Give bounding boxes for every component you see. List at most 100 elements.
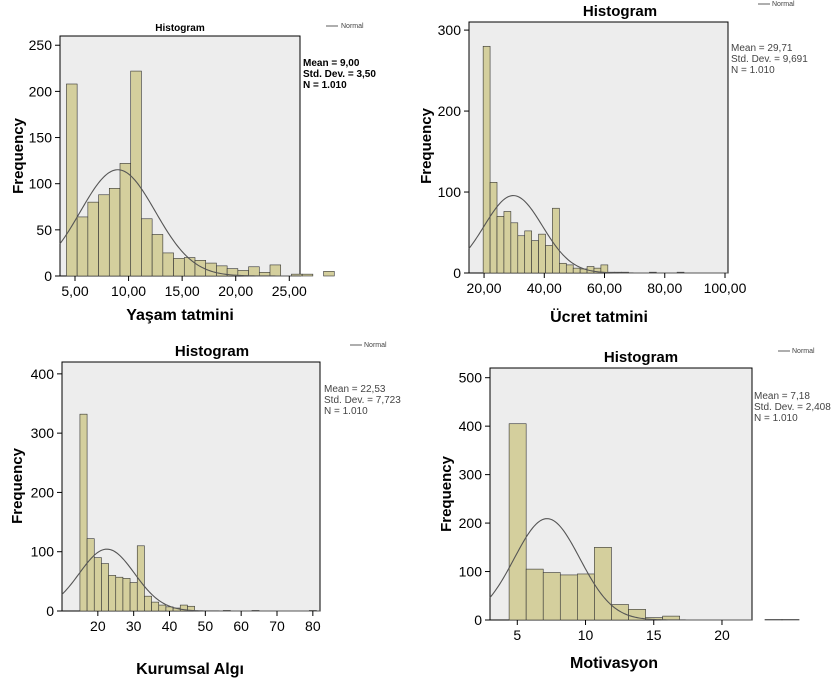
- y-axis-label: Frequency: [10, 117, 27, 194]
- x-tick-label: 40: [162, 618, 178, 634]
- stat-std-dev: Std. Dev. = 3,50: [303, 69, 376, 80]
- x-axis-label: Motivasyon: [570, 655, 658, 672]
- y-tick-label: 0: [474, 612, 482, 628]
- y-tick-label: 100: [459, 564, 483, 580]
- x-tick-label: 20,00: [467, 280, 502, 296]
- normal-curve: [489, 518, 752, 621]
- histogram-bar: [183, 257, 196, 277]
- histogram-bar: [141, 218, 153, 277]
- chart-title: Histogram: [175, 343, 249, 360]
- histogram-bar: [115, 576, 124, 612]
- x-tick-label: 15,00: [165, 283, 200, 299]
- legend-label: Normal: [792, 348, 815, 355]
- histogram-bar: [496, 216, 505, 274]
- histogram-bar: [552, 207, 560, 274]
- y-axis-label: Frequency: [9, 447, 26, 524]
- x-tick-label: 25,00: [272, 283, 307, 299]
- histogram-bar: [628, 609, 646, 621]
- histogram-bar: [119, 163, 132, 277]
- x-tick-label: 60,00: [587, 280, 622, 296]
- histogram-bar: [269, 264, 282, 277]
- chart-title: Histogram: [583, 3, 657, 20]
- stat-mean: Mean = 22,53: [324, 384, 386, 395]
- histogram-bar: [482, 45, 491, 274]
- x-tick-label: 20,00: [218, 283, 253, 299]
- y-tick-label: 400: [31, 366, 55, 382]
- x-axis-label: Yaşam tatmini: [126, 307, 234, 324]
- histogram-bar: [86, 538, 95, 612]
- histogram-bar: [144, 595, 152, 612]
- y-tick-label: 200: [459, 515, 483, 531]
- bars: [508, 423, 800, 621]
- axis-ticks: 20 30 40 50 60 70 80 0 100 200 300 400: [31, 366, 321, 634]
- histogram-bar: [79, 413, 88, 612]
- y-tick-label: 100: [29, 176, 53, 192]
- x-axis-label: Kurumsal Algı: [136, 661, 244, 678]
- x-tick-label: 60: [233, 618, 249, 634]
- stat-n: N = 1.010: [303, 80, 347, 91]
- y-tick-label: 200: [31, 484, 55, 500]
- histogram-bar: [517, 235, 526, 274]
- histogram-bar: [559, 574, 578, 621]
- histogram-bar: [101, 563, 109, 612]
- legend-label: Normal: [364, 342, 387, 349]
- histogram-bar: [545, 245, 553, 274]
- histogram-bar: [510, 222, 519, 274]
- x-tick-label: 5,00: [61, 283, 88, 299]
- histogram-bar: [503, 211, 512, 274]
- y-tick-label: 200: [29, 83, 53, 99]
- stat-std-dev: Std. Dev. = 9,691: [731, 54, 808, 65]
- stat-mean: Mean = 9,00: [303, 58, 360, 69]
- histogram-bar: [108, 188, 121, 277]
- x-tick-label: 30: [126, 618, 142, 634]
- x-tick-label: 100,00: [704, 280, 747, 296]
- chart-title: Histogram: [155, 23, 205, 34]
- histogram-bar: [66, 83, 78, 277]
- y-tick-label: 500: [459, 370, 483, 386]
- axis-ticks: 20,00 40,00 60,00 80,00 100,00 0 100 200 300: [438, 22, 747, 296]
- histogram-bar: [542, 572, 561, 621]
- chart-yasam-tatmini: 5,00 10,00 15,00 20,00 25,00050100150200250 …: [10, 23, 376, 324]
- normal-curve: [59, 169, 300, 277]
- histogram-bar: [136, 545, 145, 612]
- x-tick-label: 10,00: [111, 283, 146, 299]
- x-tick-label: 20: [90, 618, 106, 634]
- y-tick-label: 100: [438, 184, 462, 200]
- histogram-bar: [538, 233, 546, 274]
- x-tick-label: 40,00: [527, 280, 562, 296]
- histogram-bar: [76, 216, 89, 277]
- legend-label: Normal: [341, 23, 364, 30]
- histogram-bar: [301, 273, 314, 277]
- y-tick-label: 200: [438, 103, 462, 119]
- x-tick-label: 70: [269, 618, 285, 634]
- stat-n: N = 1.010: [324, 406, 368, 417]
- y-tick-label: 0: [46, 603, 54, 619]
- histogram-bar: [572, 267, 581, 274]
- bars: [66, 70, 335, 277]
- chart-kurumsal-algi: 20 30 40 50 60 70 80 0 100 200 300 400 Histogram No…: [9, 342, 401, 678]
- stat-n: N = 1.010: [754, 413, 798, 424]
- histogram-bar: [565, 264, 574, 274]
- histogram-bar: [129, 582, 138, 612]
- histogram-bar: [98, 194, 110, 277]
- normal-curve: [468, 195, 728, 274]
- x-tick-label: 80,00: [647, 280, 682, 296]
- y-tick-label: 150: [29, 130, 53, 146]
- histogram-bar: [87, 201, 99, 277]
- stat-n: N = 1.010: [731, 65, 775, 76]
- legend-label: Normal: [772, 1, 795, 8]
- x-tick-label: 10: [578, 627, 594, 643]
- stat-mean: Mean = 7,18: [754, 391, 810, 402]
- histogram-bar: [508, 423, 527, 621]
- x-tick-label: 20: [714, 627, 730, 643]
- y-tick-label: 50: [36, 222, 52, 238]
- histogram-bar: [93, 557, 102, 612]
- y-tick-label: 100: [31, 544, 55, 560]
- x-tick-label: 50: [198, 618, 214, 634]
- histogram-bar: [323, 271, 335, 277]
- chart-ucret-tatmini: 20,00 40,00 60,00 80,00 100,00 0 100 200 300 His…: [418, 1, 808, 326]
- chart-title: Histogram: [604, 349, 678, 366]
